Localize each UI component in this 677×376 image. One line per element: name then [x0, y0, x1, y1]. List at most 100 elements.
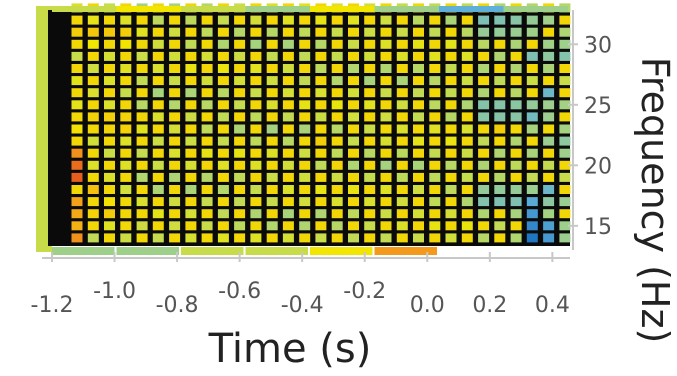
heatmap-cell	[429, 172, 441, 182]
heatmap-cell	[136, 233, 148, 243]
heatmap-cell	[169, 172, 181, 182]
heatmap-cell	[331, 88, 343, 98]
heatmap-cell	[299, 15, 311, 25]
heatmap-cell	[445, 197, 457, 207]
heatmap-cell	[478, 64, 490, 73]
heatmap-cell	[543, 160, 555, 170]
heatmap-cell	[266, 197, 278, 207]
heatmap-cell	[380, 209, 392, 219]
heatmap-cell	[510, 209, 522, 219]
heatmap-cell	[136, 160, 148, 170]
heatmap-cell	[380, 112, 392, 122]
heatmap-cell	[559, 64, 571, 73]
heatmap-cell	[152, 100, 164, 110]
heatmap-cell	[201, 172, 213, 182]
heatmap-cell	[510, 100, 522, 110]
heatmap-cell	[299, 100, 311, 110]
heatmap-cell	[445, 112, 457, 122]
heatmap-cell	[87, 27, 99, 37]
heatmap-cell	[217, 209, 229, 219]
heatmap-cell	[478, 39, 490, 49]
heatmap-cell	[169, 185, 181, 194]
heatmap-cell	[543, 124, 555, 134]
heatmap-cell	[71, 51, 83, 61]
heatmap-cell	[71, 88, 83, 98]
heatmap-cell	[201, 88, 213, 98]
heatmap-cell	[526, 51, 538, 61]
heatmap-cell	[120, 148, 132, 158]
heatmap-cell	[445, 88, 457, 98]
heatmap-cell	[559, 100, 571, 110]
heatmap-cell	[429, 100, 441, 110]
heatmap-cell	[315, 160, 327, 170]
top-strip-segment	[503, 6, 568, 12]
heatmap-cell	[364, 27, 376, 37]
heatmap-cell	[559, 88, 571, 98]
heatmap-cell	[87, 221, 99, 231]
heatmap-cell	[364, 197, 376, 207]
heatmap-cell	[71, 148, 83, 158]
heatmap-cell	[526, 100, 538, 110]
heatmap-cell	[185, 51, 197, 61]
heatmap-cell	[104, 112, 115, 122]
heatmap-cell	[152, 209, 164, 219]
heatmap-cell	[282, 112, 294, 122]
heatmap-cell	[559, 51, 571, 61]
heatmap-cell	[380, 172, 392, 182]
heatmap-cell	[380, 76, 392, 86]
heatmap-cell	[266, 88, 278, 98]
heatmap-cell	[510, 197, 522, 207]
heatmap-cell	[348, 233, 359, 243]
top-strip-segment	[181, 6, 246, 12]
heatmap-cell	[282, 100, 294, 110]
heatmap-cell	[299, 88, 311, 98]
heatmap-cell	[104, 124, 115, 134]
heatmap-cell	[559, 15, 571, 25]
heatmap-cell	[445, 160, 457, 170]
heatmap-cell	[429, 88, 441, 98]
heatmap-cell	[217, 185, 229, 194]
heatmap-cell	[478, 221, 490, 231]
heatmap-cell	[234, 209, 246, 219]
heatmap-cell	[478, 76, 490, 86]
heatmap-cell	[315, 197, 327, 207]
heatmap-cell	[234, 185, 246, 194]
top-strip-segment	[116, 6, 181, 12]
heatmap-cell	[266, 124, 278, 134]
heatmap-cell	[364, 136, 376, 146]
heatmap-cell	[136, 185, 148, 194]
heatmap-cell	[152, 185, 164, 194]
heatmap-cell	[331, 64, 343, 73]
heatmap-cell	[71, 160, 83, 170]
heatmap-cell	[217, 64, 229, 73]
x-tick-label: -0.6	[218, 279, 261, 304]
heatmap-cell	[526, 15, 538, 25]
heatmap-cell	[413, 88, 424, 98]
heatmap-cell	[348, 39, 359, 49]
heatmap-cell	[510, 124, 522, 134]
heatmap-cell	[299, 197, 311, 207]
heatmap-cell	[396, 15, 408, 25]
heatmap-cell	[331, 15, 343, 25]
heatmap-cell	[120, 100, 132, 110]
heatmap-cell	[217, 100, 229, 110]
heatmap-cell	[543, 64, 555, 73]
heatmap-cell	[71, 136, 83, 146]
heatmap-cell	[120, 76, 132, 86]
heatmap-cell	[543, 233, 555, 243]
heatmap-cell	[429, 27, 441, 37]
heatmap-cell	[364, 64, 376, 73]
heatmap-cell	[315, 221, 327, 231]
heatmap-cell	[299, 39, 311, 49]
heatmap-cell	[543, 112, 555, 122]
heatmap-cell	[169, 112, 181, 122]
heatmap-cell	[445, 15, 457, 25]
heatmap-cell	[152, 64, 164, 73]
heatmap-cell	[429, 76, 441, 86]
heatmap-cell	[559, 160, 571, 170]
heatmap-cell	[104, 64, 115, 73]
heatmap-cell	[234, 15, 246, 25]
heatmap-cell	[169, 88, 181, 98]
heatmap-cell	[201, 51, 213, 61]
heatmap-cell	[282, 88, 294, 98]
